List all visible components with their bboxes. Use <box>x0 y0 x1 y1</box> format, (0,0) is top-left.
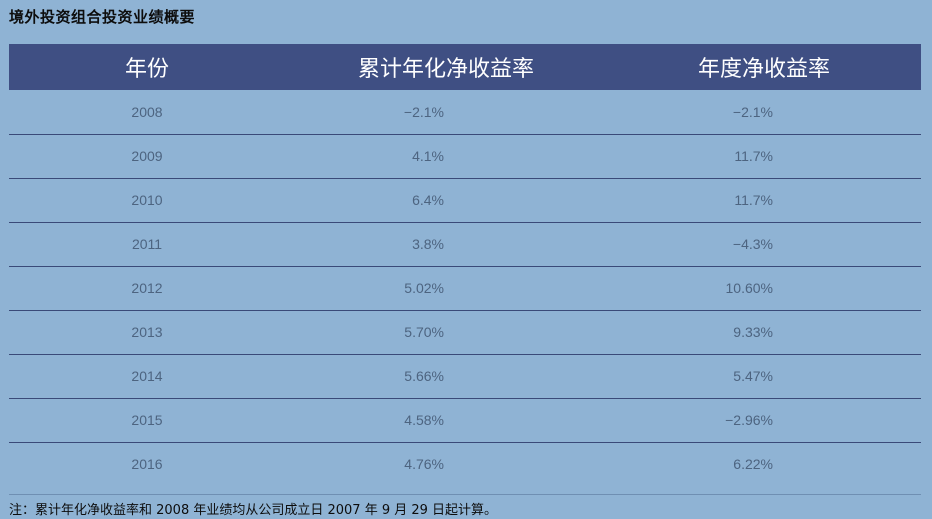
year-cell: 2013 <box>131 324 163 340</box>
table-header: 年份 累计年化净收益率 年度净收益率 <box>9 44 921 90</box>
table-row: 2008 −2.1% −2.1% <box>9 90 921 134</box>
year-cell: 2015 <box>131 412 163 428</box>
table-row: 2014 5.66% 5.47% <box>9 354 921 398</box>
cumulative-return-cell: 3.8% <box>412 236 444 252</box>
table-row: 2015 4.58% −2.96% <box>9 398 921 442</box>
annual-return-cell: 6.22% <box>733 456 773 473</box>
table-row: 2013 5.70% 9.33% <box>9 310 921 354</box>
table-body: 2008 −2.1% −2.1% 2009 4.1% 11.7% 2010 6.… <box>9 90 921 486</box>
header-cumulative-return: 累计年化净收益率 <box>357 57 534 82</box>
header-annual-return: 年度净收益率 <box>697 57 830 82</box>
annual-return-cell: 5.47% <box>733 368 773 384</box>
cumulative-return-cell: −2.1% <box>403 103 444 120</box>
year-cell: 2009 <box>131 148 163 164</box>
year-cell: 2008 <box>131 103 163 120</box>
annual-return-cell: 11.7% <box>734 148 773 164</box>
year-cell: 2011 <box>131 236 163 252</box>
annual-return-cell: 10.60% <box>725 280 773 296</box>
page-title: 境外投资组合投资业绩概要 <box>9 8 196 26</box>
performance-table: 年份 累计年化净收益率 年度净收益率 2008 −2.1% −2.1% 2009… <box>9 44 921 486</box>
cumulative-return-cell: 6.4% <box>412 192 444 208</box>
footnote: 注：累计年化净收益率和 2008 年业绩均从公司成立日 2007 年 9 月 2… <box>9 494 921 518</box>
cumulative-return-cell: 4.1% <box>412 148 444 164</box>
annual-return-cell: −4.3% <box>732 236 773 252</box>
table-row: 2016 4.76% 6.22% <box>9 442 921 486</box>
annual-return-cell: 11.7% <box>734 192 773 208</box>
year-cell: 2010 <box>131 192 163 208</box>
performance-table-container: 年份 累计年化净收益率 年度净收益率 2008 −2.1% −2.1% 2009… <box>9 44 921 486</box>
cumulative-return-cell: 4.76% <box>404 456 444 473</box>
year-cell: 2012 <box>131 280 163 296</box>
header-year: 年份 <box>124 57 169 82</box>
year-cell: 2014 <box>131 368 163 384</box>
annual-return-cell: −2.1% <box>732 103 773 120</box>
header-row: 年份 累计年化净收益率 年度净收益率 <box>9 44 921 90</box>
cumulative-return-cell: 5.66% <box>404 368 444 384</box>
cumulative-return-cell: 4.58% <box>404 412 444 428</box>
table-row: 2009 4.1% 11.7% <box>9 134 921 178</box>
annual-return-cell: −2.96% <box>725 412 773 428</box>
table-row: 2012 5.02% 10.60% <box>9 266 921 310</box>
annual-return-cell: 9.33% <box>733 324 773 340</box>
year-cell: 2016 <box>131 456 163 473</box>
table-row: 2011 3.8% −4.3% <box>9 222 921 266</box>
cumulative-return-cell: 5.02% <box>404 280 444 296</box>
table-row: 2010 6.4% 11.7% <box>9 178 921 222</box>
cumulative-return-cell: 5.70% <box>404 324 444 340</box>
